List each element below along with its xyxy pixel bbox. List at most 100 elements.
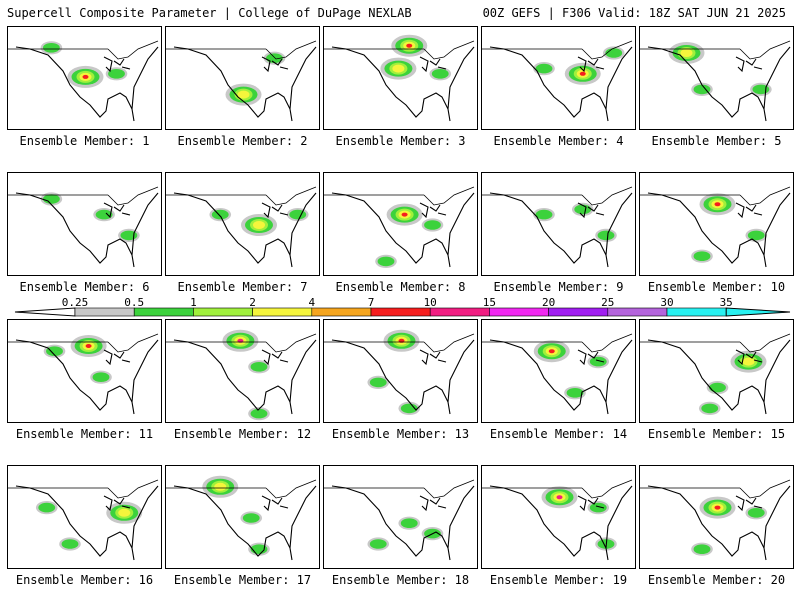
us-canada-border: [166, 40, 317, 60]
ensemble-member-label: Ensemble Member: 5: [651, 134, 782, 148]
scp-contour-fill: [747, 508, 765, 518]
coastline: [331, 339, 475, 415]
colorbar-tick-label: 25: [601, 296, 615, 309]
us-canada-border: [324, 186, 475, 206]
ensemble-member-map: [639, 26, 794, 130]
colorbar-high-arrow: [725, 307, 791, 317]
great-lakes: [103, 202, 131, 219]
ensemble-member-label: Ensemble Member: 16: [15, 573, 154, 587]
colorbar-segment: [193, 307, 253, 317]
colorbar-segment: [429, 307, 490, 317]
map-canvas: [640, 479, 791, 561]
colorbar-tick-label: 7: [367, 296, 375, 309]
coastline: [489, 46, 633, 122]
scp-contour-fill: [701, 403, 719, 414]
map-canvas: [482, 40, 633, 122]
ensemble-member-map: [165, 319, 320, 423]
colorbar-segment: [489, 307, 549, 317]
ensemble-member-label: Ensemble Member: 14: [489, 427, 628, 441]
scp-contour-fill: [535, 63, 553, 74]
us-canada-border: [324, 40, 475, 60]
great-lakes: [419, 202, 447, 219]
map-canvas: [8, 186, 159, 268]
ensemble-member-label: Ensemble Member: 20: [647, 573, 786, 587]
coastline: [489, 485, 633, 561]
coastline: [173, 485, 317, 561]
colorbar-segment: [548, 307, 609, 317]
scp-contour-fill: [709, 382, 726, 393]
ensemble-member-map: [7, 172, 162, 276]
ensemble-member-label: Ensemble Member: 1: [19, 134, 150, 148]
scp-contour-fill: [680, 49, 693, 57]
us-canada-border: [8, 40, 159, 60]
colorbar-tick-label: 15: [482, 296, 497, 309]
coastline: [15, 46, 159, 122]
us-canada-border: [640, 333, 791, 353]
scp-contour-fill: [574, 204, 592, 215]
colorbar-tick-label: 2: [249, 296, 256, 309]
map-canvas: [640, 186, 791, 268]
us-canada-border: [482, 479, 633, 499]
scp-contour-fill: [589, 356, 607, 367]
scp-contour-fill: [38, 502, 56, 513]
ensemble-member-label: Ensemble Member: 18: [331, 573, 470, 587]
ensemble-member-label: Ensemble Member: 15: [647, 427, 786, 441]
map-canvas: [324, 329, 475, 415]
colorbar-tick-label: 20: [541, 296, 556, 309]
scp-contour-fill: [714, 505, 721, 510]
scp-contour-fill: [253, 221, 265, 229]
map-canvas: [166, 186, 317, 268]
colorbar-tick-label: 0.5: [124, 296, 145, 309]
ensemble-member-map: [7, 26, 162, 130]
ensemble-member-map: [323, 465, 478, 569]
scp-contour-fill: [548, 349, 555, 354]
map-canvas: [324, 479, 475, 561]
scp-contour-fill: [431, 69, 449, 79]
coastline: [331, 485, 475, 561]
map-canvas: [482, 479, 633, 561]
scp-contour-fill: [43, 43, 60, 53]
colorbar-tick-label: 30: [660, 296, 674, 309]
ensemble-member-map: [481, 465, 636, 569]
coastline: [15, 485, 159, 561]
colorbar-tick-label: 0.25: [61, 296, 89, 309]
ensemble-member-map: [7, 465, 162, 569]
ensemble-member-map: [165, 26, 320, 130]
great-lakes: [103, 495, 131, 512]
ensemble-member-map: [481, 172, 636, 276]
coastline: [647, 192, 791, 268]
ensemble-member-label: Ensemble Member: 2: [177, 134, 308, 148]
coastline: [647, 339, 791, 415]
ensemble-member-map: [323, 26, 478, 130]
great-lakes: [419, 349, 447, 366]
great-lakes: [419, 495, 447, 512]
ensemble-member-label: Ensemble Member: 12: [173, 427, 312, 441]
map-canvas: [482, 186, 633, 268]
us-canada-border: [640, 186, 791, 206]
us-canada-border: [640, 40, 791, 60]
ensemble-member-label: Ensemble Member: 13: [331, 427, 470, 441]
scp-contour-fill: [369, 377, 387, 388]
map-canvas: [324, 186, 475, 268]
ensemble-member-label: Ensemble Member: 8: [335, 280, 466, 294]
scp-contour-fill: [214, 482, 227, 491]
ensemble-member-map: [7, 319, 162, 423]
ensemble-member-map: [323, 319, 478, 423]
scp-contour-fill: [424, 220, 441, 230]
great-lakes: [261, 202, 289, 219]
coastline: [647, 485, 791, 561]
us-canada-border: [324, 333, 475, 353]
scp-contour-fill: [377, 256, 395, 267]
ensemble-member-map: [639, 465, 794, 569]
scp-contour-fill: [747, 230, 765, 241]
colorbar-tick-label: 1: [190, 296, 197, 309]
scp-contour-fill: [82, 74, 89, 79]
us-canada-border: [8, 186, 159, 206]
us-canada-border: [324, 479, 475, 499]
scp-contour-fill: [400, 403, 418, 414]
ensemble-member-label: Ensemble Member: 10: [647, 280, 786, 294]
scp-contour-fill: [85, 344, 92, 348]
ensemble-member-map: [639, 319, 794, 423]
scp-contour-fill: [108, 69, 125, 79]
map-canvas: [166, 329, 317, 421]
